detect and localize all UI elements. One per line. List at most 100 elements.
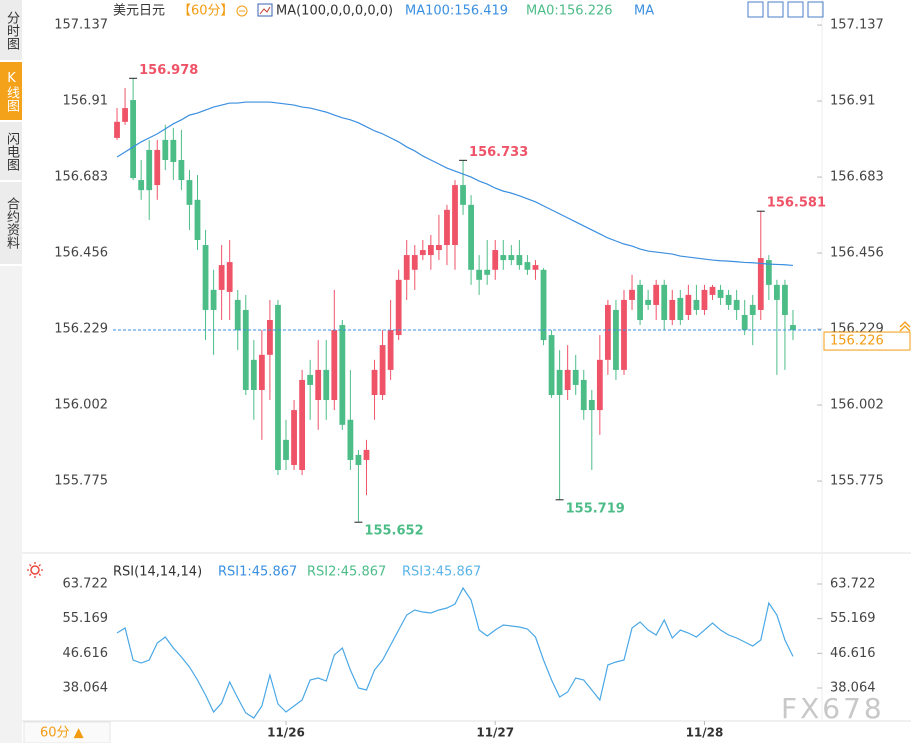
candle-body	[258, 354, 265, 390]
candle-body	[178, 159, 185, 181]
candle-body	[162, 139, 169, 160]
settings-icon	[30, 565, 40, 575]
extreme-label: 155.652	[364, 524, 423, 539]
candle-body	[355, 454, 362, 465]
y-tick-label-right: 156.91	[830, 94, 876, 109]
period-button[interactable]	[23, 721, 111, 743]
settings-icon	[27, 562, 43, 578]
tool-icon[interactable]	[747, 1, 764, 18]
candle-body	[363, 449, 370, 460]
candle-body	[484, 269, 491, 275]
candle-body	[395, 279, 402, 336]
candle-body	[444, 209, 450, 246]
candle-body	[677, 297, 684, 321]
tool-icon[interactable]	[767, 1, 784, 18]
candle-body	[492, 250, 499, 270]
candle-body	[427, 245, 434, 256]
legend-item: MA	[634, 4, 654, 19]
tab-active[interactable]: K线图	[0, 62, 22, 122]
candle-body	[524, 262, 531, 270]
candle-body	[419, 250, 426, 256]
extreme-label: 156.978	[139, 63, 198, 78]
candle-body	[508, 255, 515, 261]
candle-body	[757, 258, 764, 310]
y-tick-label: 55.169	[63, 611, 109, 626]
candle-body	[234, 299, 241, 331]
candle-body	[548, 335, 555, 396]
candle-body	[693, 299, 700, 310]
candle-body	[516, 255, 523, 266]
candle-body	[572, 369, 579, 385]
legend-item: RSI3:45.867	[402, 565, 481, 580]
candle-body	[782, 284, 788, 315]
indicator-name: MA(100,0,0,0,0,0)	[276, 4, 393, 19]
candle-body	[452, 185, 458, 246]
candle-body	[596, 359, 603, 411]
candle-body	[645, 299, 652, 305]
tool-icon[interactable]	[807, 1, 824, 18]
y-tick-label-right: 157.137	[830, 18, 884, 33]
candle-body	[299, 379, 306, 470]
candle-body	[685, 294, 692, 315]
tool-icon[interactable]	[787, 1, 804, 18]
indicator-icon[interactable]	[257, 3, 273, 17]
legend-item: MA100:156.419	[405, 4, 508, 19]
extreme-label: 156.733	[469, 145, 528, 160]
candle-body	[741, 314, 748, 331]
tab[interactable]: 分时图	[0, 0, 22, 62]
candle-body	[653, 284, 660, 305]
candle-body	[275, 304, 281, 470]
candle-body	[283, 439, 289, 460]
candle-body	[436, 245, 442, 251]
toolbar	[747, 1, 824, 18]
candle-body	[291, 410, 297, 465]
x-tick-label: 11/28	[686, 726, 724, 740]
settings-icon[interactable]	[27, 562, 43, 578]
candle-body	[637, 284, 643, 321]
candle-body	[170, 139, 177, 162]
candle-body	[604, 304, 611, 360]
candle-body	[242, 309, 249, 390]
candle-body	[186, 180, 193, 205]
candle-body	[403, 255, 410, 280]
y-tick-label: 156.683	[54, 170, 108, 185]
line-series	[116, 586, 794, 719]
zoom-icon[interactable]	[236, 5, 248, 17]
candle-body	[122, 108, 128, 122]
extreme-label: 155.719	[566, 501, 625, 516]
candle-body	[307, 374, 314, 385]
candle-body	[661, 284, 668, 321]
y-tick-label-right: 46.616	[830, 646, 876, 661]
y-tick-label: 156.456	[54, 246, 108, 261]
candle-body	[765, 260, 772, 285]
y-tick-label-right: 55.169	[830, 611, 876, 626]
candle-body	[371, 369, 378, 396]
candle-body	[773, 284, 780, 300]
candle-body	[267, 320, 273, 355]
candle-body	[202, 245, 209, 310]
y-tick-label: 156.229	[54, 322, 108, 337]
tab[interactable]: 闪电图	[0, 122, 22, 182]
y-tick-label: 156.91	[63, 94, 109, 109]
y-tick-label: 155.775	[54, 474, 108, 489]
candle-body	[613, 309, 619, 370]
extreme-label: 156.581	[767, 196, 826, 211]
candle-body	[629, 289, 635, 300]
legend-item: RSI2:45.867	[307, 565, 386, 580]
candle-body	[556, 369, 563, 396]
candle-body	[790, 325, 796, 331]
candle-body	[194, 199, 201, 240]
candle-body	[717, 289, 724, 298]
candle-body	[250, 359, 257, 390]
period[interactable]: 【60分】	[178, 4, 234, 19]
candle-body	[339, 325, 346, 425]
legend-item: RSI1:45.867	[218, 565, 297, 580]
candle-body	[532, 265, 539, 270]
period-button-label[interactable]: 60分 ▲	[40, 726, 84, 741]
candle-body	[564, 369, 571, 390]
y-tick-label-right: 38.064	[830, 681, 876, 696]
tab[interactable]: 合约资料	[0, 182, 22, 266]
candle-body	[588, 400, 595, 411]
candle-body	[146, 149, 153, 191]
